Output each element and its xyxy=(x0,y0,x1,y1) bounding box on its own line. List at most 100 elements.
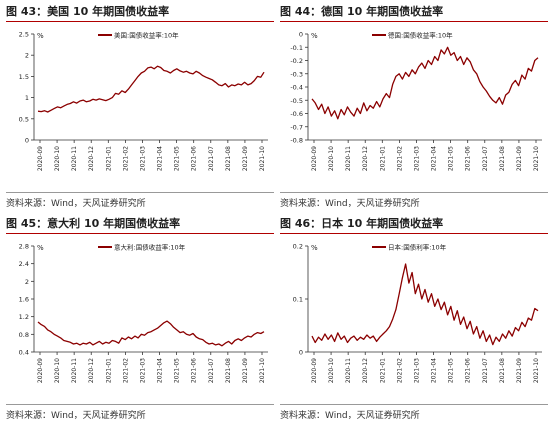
y-tick-label: -0.6 xyxy=(290,110,303,118)
y-tick-label: 1.6 xyxy=(19,296,29,304)
x-tick-label: 2021-06 xyxy=(465,358,472,383)
x-tick-label: 2020-11 xyxy=(71,358,78,383)
x-tick-label: 2021-10 xyxy=(533,146,540,171)
y-tick-label: -0.2 xyxy=(290,57,303,65)
y-tick-label: 0 xyxy=(25,137,29,145)
x-tick-label: 2020-10 xyxy=(54,358,61,383)
chart-de-10y: % 德国:国债收益率:10年 0 -0.1 -0.2 -0.3 -0.4 -0.5 -0.6 -0… xyxy=(290,31,542,171)
x-tick-label: 2021-06 xyxy=(191,358,198,383)
unit-label: % xyxy=(311,244,318,252)
unit-label: % xyxy=(311,32,318,40)
y-tick-label: 2 xyxy=(25,52,29,60)
legend-label: 德国:国债收益率:10年 xyxy=(388,31,453,40)
x-tick-label: 2021-03 xyxy=(413,146,420,171)
x-tick-label: 2021-05 xyxy=(174,358,181,383)
x-tick-label: 2021-02 xyxy=(396,146,403,171)
y-tick-label: 0.8 xyxy=(19,331,29,339)
x-tick-label: 2021-01 xyxy=(105,146,112,171)
x-tick-label: 2020-11 xyxy=(71,146,78,171)
panel-jp-10y: 图 46：日本 10 年期国债收益率 % 日本:国债利率:10年 0 0.1 0.2 20… xyxy=(280,216,548,426)
x-tick-label: 2021-07 xyxy=(482,146,489,171)
y-tick-label: 0.4 xyxy=(19,349,29,357)
x-tick-label: 2021-07 xyxy=(208,146,215,171)
unit-label: % xyxy=(37,32,44,40)
y-tick-label: 0.2 xyxy=(293,243,303,251)
y-tick-label: -0.5 xyxy=(290,97,303,105)
x-tick-label: 2021-03 xyxy=(413,358,420,383)
x-tick-label: 2020-12 xyxy=(88,146,95,171)
y-tick-label: 2.8 xyxy=(19,243,29,251)
y-tick-label: -0.4 xyxy=(290,84,303,92)
legend-label: 美国:国债收益率:10年 xyxy=(114,31,179,40)
x-tick-label: 2021-02 xyxy=(396,358,403,383)
series-line xyxy=(311,46,539,120)
source-divider xyxy=(6,404,274,405)
x-tick-label: 2021-09 xyxy=(242,146,249,171)
x-tick-label: 2020-11 xyxy=(345,358,352,383)
y-tick-label: 0.1 xyxy=(293,296,303,304)
series-line xyxy=(37,320,265,347)
x-tick-label: 2021-05 xyxy=(448,146,455,171)
unit-label: % xyxy=(37,244,44,252)
x-tick-label: 2020-09 xyxy=(37,358,44,383)
x-tick-label: 2021-04 xyxy=(431,146,438,171)
x-tick-label: 2021-08 xyxy=(225,358,232,383)
panel-de-10y: 图 44：德国 10 年期国债收益率 % 德国:国债收益率:10年 0 -0.1 -0.… xyxy=(280,4,548,214)
x-tick-label: 2021-08 xyxy=(499,358,506,383)
x-tick-label: 2021-01 xyxy=(379,146,386,171)
x-tick-label: 2021-10 xyxy=(259,358,266,383)
y-tick-label: -0.7 xyxy=(290,123,303,131)
title-divider xyxy=(280,233,548,234)
chart-jp-10y: % 日本:国债利率:10年 0 0.1 0.2 2020-09 2020-10 2020-11… xyxy=(293,243,542,383)
source-divider xyxy=(280,192,548,193)
x-tick-label: 2021-09 xyxy=(242,358,249,383)
y-tick-label: 1 xyxy=(25,94,29,102)
panel-title: 图 43：美国 10 年期国债收益率 xyxy=(6,5,170,18)
y-tick-label: 0 xyxy=(299,349,303,357)
x-tick-label: 2020-09 xyxy=(311,358,318,383)
legend-label: 日本:国债利率:10年 xyxy=(388,243,447,252)
x-tick-label: 2020-12 xyxy=(88,358,95,383)
x-tick-label: 2021-04 xyxy=(157,146,164,171)
series-line xyxy=(37,65,265,113)
panel-title: 图 46：日本 10 年期国债收益率 xyxy=(280,217,444,230)
y-tick-label: 0.5 xyxy=(19,115,29,123)
source-note: 资料来源：Wind，天风证券研究所 xyxy=(280,199,420,209)
x-tick-label: 2021-04 xyxy=(157,358,164,383)
x-tick-label: 2021-05 xyxy=(448,358,455,383)
source-note: 资料来源：Wind，天风证券研究所 xyxy=(6,199,146,209)
source-divider xyxy=(280,404,548,405)
title-divider xyxy=(6,233,274,234)
x-tick-label: 2021-03 xyxy=(139,146,146,171)
panel-it-10y: 图 45：意大利 10 年期国债收益率 % 意大利:国债收益率:10年 0.4 0.8… xyxy=(6,216,274,426)
series-line xyxy=(311,263,539,346)
legend-label: 意大利:国债收益率:10年 xyxy=(114,243,186,252)
chart-it-10y: % 意大利:国债收益率:10年 0.4 0.8 1.2 1.6 2 2.4 2.8 2020-09… xyxy=(19,243,268,383)
x-tick-label: 2020-10 xyxy=(54,146,61,171)
x-tick-label: 2021-08 xyxy=(225,146,232,171)
y-tick-label: -0.3 xyxy=(290,70,303,78)
y-tick-label: -0.1 xyxy=(290,44,303,52)
source-note: 资料来源：Wind，天风证券研究所 xyxy=(6,411,146,421)
x-tick-label: 2020-12 xyxy=(362,146,369,171)
chart-us-10y: % 美国:国债收益率:10年 0 0.5 1 1.5 2 2.5 2020-09 2020-10 2… xyxy=(19,31,268,171)
x-tick-label: 2021-10 xyxy=(259,146,266,171)
x-tick-label: 2021-09 xyxy=(516,358,523,383)
y-tick-label: 2.4 xyxy=(19,260,29,268)
y-tick-label: 1.2 xyxy=(19,313,29,321)
x-tick-label: 2021-02 xyxy=(122,146,129,171)
x-tick-label: 2021-05 xyxy=(174,146,181,171)
x-tick-label: 2020-09 xyxy=(311,146,318,171)
panel-us-10y: 图 43：美国 10 年期国债收益率 % 美国:国债收益率:10年 0 0.5 1 1.5… xyxy=(6,4,274,214)
panel-title: 图 45：意大利 10 年期国债收益率 xyxy=(6,217,181,230)
y-tick-label: 1.5 xyxy=(19,73,29,81)
y-tick-label: 2 xyxy=(25,278,29,286)
x-tick-label: 2020-09 xyxy=(37,146,44,171)
x-tick-label: 2021-06 xyxy=(191,146,198,171)
panel-title: 图 44：德国 10 年期国债收益率 xyxy=(280,5,444,18)
x-tick-label: 2021-07 xyxy=(482,358,489,383)
y-tick-label: 0 xyxy=(299,31,303,39)
x-tick-label: 2021-07 xyxy=(208,358,215,383)
x-tick-label: 2020-12 xyxy=(362,358,369,383)
source-divider xyxy=(6,192,274,193)
